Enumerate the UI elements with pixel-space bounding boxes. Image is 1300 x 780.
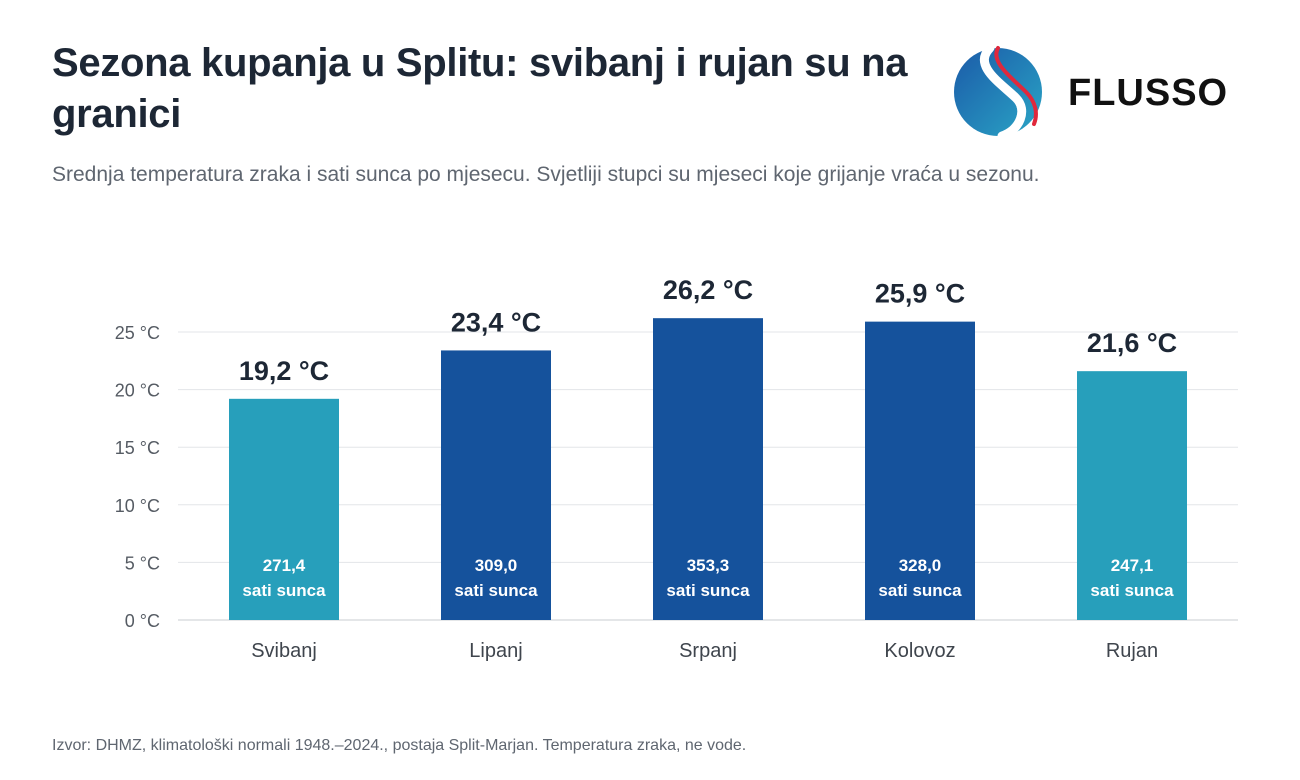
- data-label: 26,2 °C: [663, 275, 753, 305]
- x-tick-label: Srpanj: [679, 640, 737, 662]
- flusso-logo: FLUSSO: [950, 44, 1250, 144]
- bar: [229, 398, 339, 620]
- y-tick-label: 15 °C: [115, 438, 160, 458]
- sunshine-hours-label: 271,4: [263, 556, 306, 575]
- bar: [1077, 371, 1187, 620]
- y-tick-label: 5 °C: [125, 553, 160, 573]
- sunshine-unit-label: sati sunca: [454, 581, 538, 600]
- sunshine-hours-label: 309,0: [475, 556, 518, 575]
- data-label: 23,4 °C: [451, 307, 541, 337]
- chart-subtitle: Srednja temperatura zraka i sati sunca p…: [52, 163, 1040, 186]
- data-label: 19,2 °C: [239, 356, 329, 386]
- x-tick-label: Lipanj: [469, 640, 522, 662]
- data-label: 25,9 °C: [875, 279, 965, 309]
- sunshine-hours-label: 353,3: [687, 556, 730, 575]
- x-tick-label: Kolovoz: [884, 640, 955, 662]
- x-tick-label: Rujan: [1106, 640, 1158, 662]
- data-label: 21,6 °C: [1087, 328, 1177, 358]
- sunshine-unit-label: sati sunca: [242, 581, 326, 600]
- sunshine-unit-label: sati sunca: [666, 581, 750, 600]
- bar: [441, 350, 551, 620]
- source-note: Izvor: DHMZ, klimatološki normali 1948.–…: [52, 737, 747, 754]
- sunshine-unit-label: sati sunca: [1090, 581, 1174, 600]
- sunshine-hours-label: 247,1: [1111, 556, 1154, 575]
- sunshine-unit-label: sati sunca: [878, 581, 962, 600]
- y-tick-label: 0 °C: [125, 611, 160, 631]
- brand-name: FLUSSO: [1068, 72, 1229, 114]
- flusso-logo-icon: [954, 44, 1042, 141]
- sunshine-hours-label: 328,0: [899, 556, 942, 575]
- y-tick-label: 25 °C: [115, 323, 160, 343]
- bar: [865, 321, 975, 620]
- chart-title: Sezona kupanja u Splitu: svibanj i rujan…: [52, 41, 908, 136]
- bar: [653, 318, 763, 620]
- y-tick-label: 10 °C: [115, 496, 160, 516]
- x-tick-label: Svibanj: [251, 640, 317, 662]
- y-tick-label: 20 °C: [115, 381, 160, 401]
